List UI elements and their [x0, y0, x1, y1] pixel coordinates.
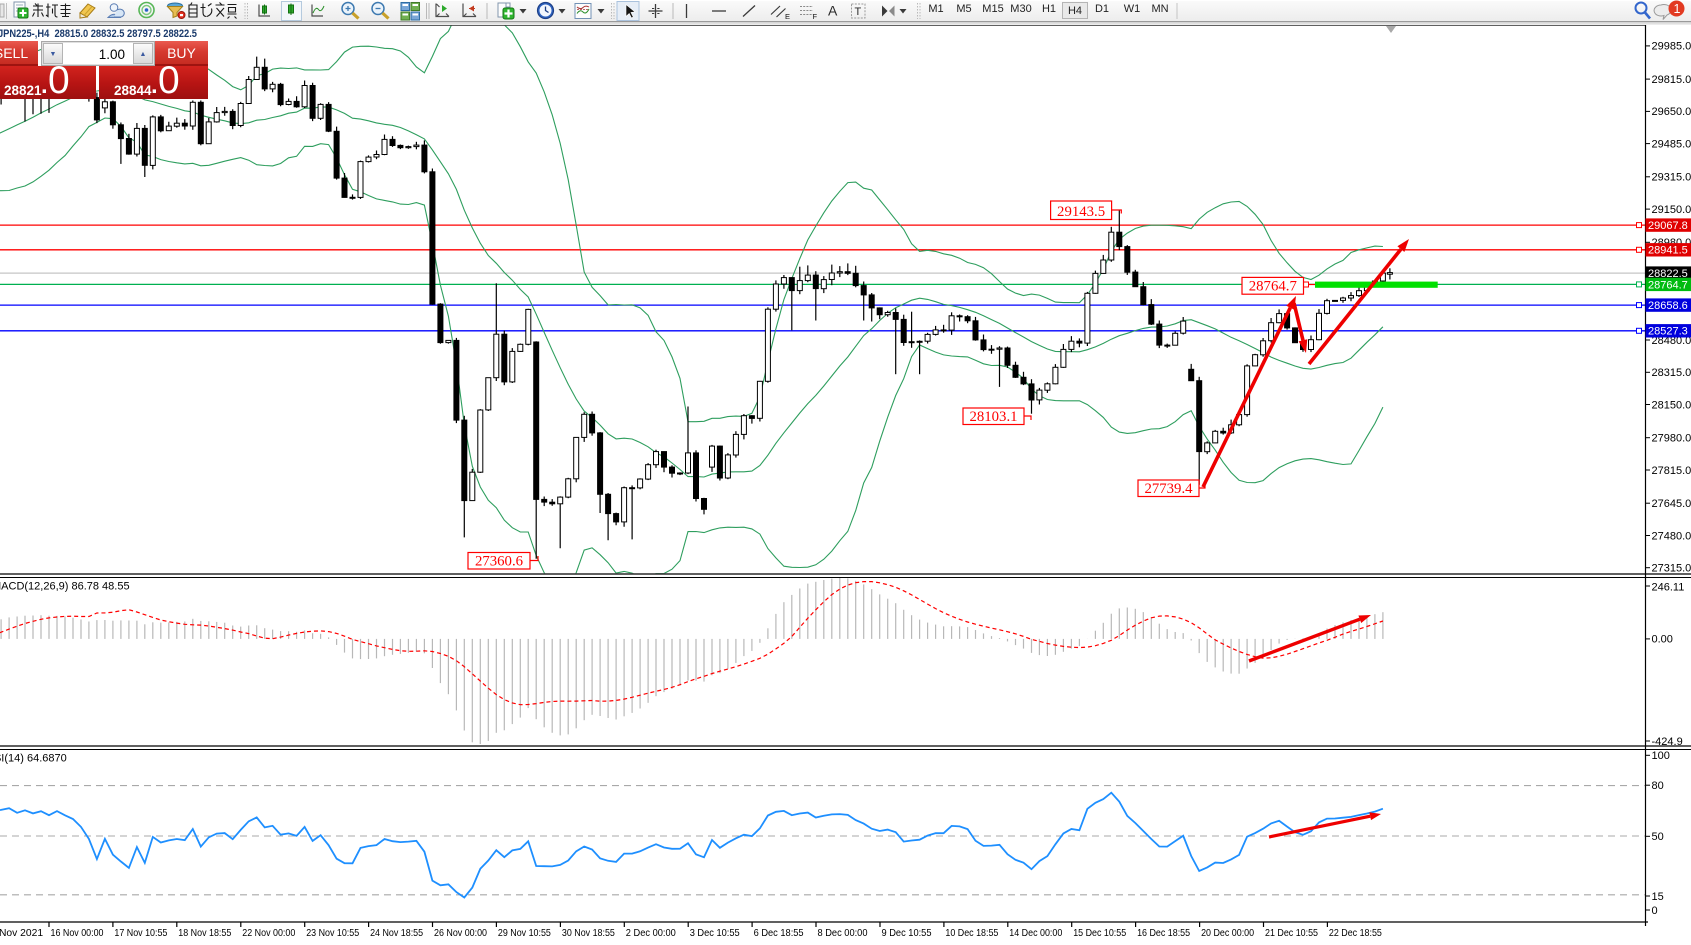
- svg-text:29315.0: 29315.0: [1652, 172, 1691, 184]
- svg-text:15: 15: [1652, 891, 1664, 903]
- svg-text:29150.0: 29150.0: [1652, 204, 1691, 216]
- svg-text:3 Dec 10:55: 3 Dec 10:55: [690, 927, 740, 939]
- svg-text:246.11: 246.11: [1652, 582, 1685, 594]
- svg-text:8 Dec 00:00: 8 Dec 00:00: [818, 927, 868, 939]
- svg-text:80: 80: [1652, 780, 1664, 792]
- svg-text:0: 0: [1652, 905, 1658, 917]
- svg-text:28941.5: 28941.5: [1648, 245, 1688, 257]
- svg-text:23 Nov 10:55: 23 Nov 10:55: [306, 927, 359, 939]
- svg-text:MACD(12,26,9) 86.78 48.55: MACD(12,26,9) 86.78 48.55: [0, 581, 130, 593]
- svg-text:22 Dec 18:55: 22 Dec 18:55: [1329, 927, 1382, 939]
- svg-text:28764.7: 28764.7: [1648, 279, 1688, 291]
- svg-text:14 Dec 00:00: 14 Dec 00:00: [1009, 927, 1062, 939]
- svg-text:21 Dec 10:55: 21 Dec 10:55: [1265, 927, 1318, 939]
- svg-text:T: T: [855, 6, 862, 18]
- svg-text:6 Dec 18:55: 6 Dec 18:55: [754, 927, 804, 939]
- svg-text:28764.7: 28764.7: [1249, 279, 1297, 295]
- svg-text:16 Dec 18:55: 16 Dec 18:55: [1137, 927, 1190, 939]
- svg-text:27645.0: 27645.0: [1652, 498, 1691, 510]
- svg-text:29067.8: 29067.8: [1648, 220, 1688, 232]
- svg-text:29815.0: 29815.0: [1652, 74, 1691, 86]
- svg-text:27980.0: 27980.0: [1652, 433, 1691, 445]
- svg-text:24 Nov 18:55: 24 Nov 18:55: [370, 927, 423, 939]
- svg-text:10 Dec 18:55: 10 Dec 18:55: [945, 927, 998, 939]
- svg-text:18 Nov 18:55: 18 Nov 18:55: [178, 927, 231, 939]
- svg-text:JPN225-,H4 28815.0 28832.5 28: JPN225-,H4 28815.0 28832.5 28797.5 28822…: [0, 28, 197, 40]
- svg-text:29985.0: 29985.0: [1652, 41, 1691, 53]
- svg-text:27739.4: 27739.4: [1144, 481, 1193, 497]
- svg-text:1: 1: [1674, 2, 1681, 16]
- svg-text:A: A: [828, 3, 838, 19]
- svg-text:29485.0: 29485.0: [1652, 138, 1691, 150]
- svg-text:Nov 2021: Nov 2021: [0, 928, 43, 939]
- svg-text:29143.5: 29143.5: [1057, 204, 1105, 220]
- svg-text:30 Nov 18:55: 30 Nov 18:55: [562, 927, 615, 939]
- svg-text:9 Dec 10:55: 9 Dec 10:55: [882, 927, 932, 939]
- svg-text:27815.0: 27815.0: [1652, 465, 1691, 477]
- svg-text:28527.3: 28527.3: [1648, 326, 1688, 338]
- svg-text:E: E: [785, 12, 790, 21]
- svg-text:27480.0: 27480.0: [1652, 530, 1691, 542]
- svg-text:28150.0: 28150.0: [1652, 399, 1691, 411]
- svg-text:15 Dec 10:55: 15 Dec 10:55: [1073, 927, 1126, 939]
- svg-text:RSI(14) 64.6870: RSI(14) 64.6870: [0, 753, 67, 765]
- svg-text:20 Dec 00:00: 20 Dec 00:00: [1201, 927, 1254, 939]
- svg-text:16 Nov 00:00: 16 Nov 00:00: [51, 927, 104, 939]
- svg-text:28315.0: 28315.0: [1652, 367, 1691, 379]
- svg-text:F: F: [813, 12, 818, 21]
- svg-text:29650.0: 29650.0: [1652, 106, 1691, 118]
- svg-text:28658.6: 28658.6: [1648, 300, 1688, 312]
- svg-text:29 Nov 10:55: 29 Nov 10:55: [498, 927, 551, 939]
- svg-text:26 Nov 00:00: 26 Nov 00:00: [434, 927, 487, 939]
- svg-text:17 Nov 10:55: 17 Nov 10:55: [114, 927, 167, 939]
- svg-text:28103.1: 28103.1: [969, 409, 1017, 425]
- svg-text:0.00: 0.00: [1652, 634, 1673, 646]
- svg-text:27315.0: 27315.0: [1652, 563, 1691, 575]
- svg-text:100: 100: [1652, 750, 1670, 762]
- svg-text:27360.6: 27360.6: [475, 554, 523, 570]
- svg-text:22 Nov 00:00: 22 Nov 00:00: [242, 927, 295, 939]
- svg-text:2 Dec 00:00: 2 Dec 00:00: [626, 927, 676, 939]
- svg-text:50: 50: [1652, 831, 1664, 843]
